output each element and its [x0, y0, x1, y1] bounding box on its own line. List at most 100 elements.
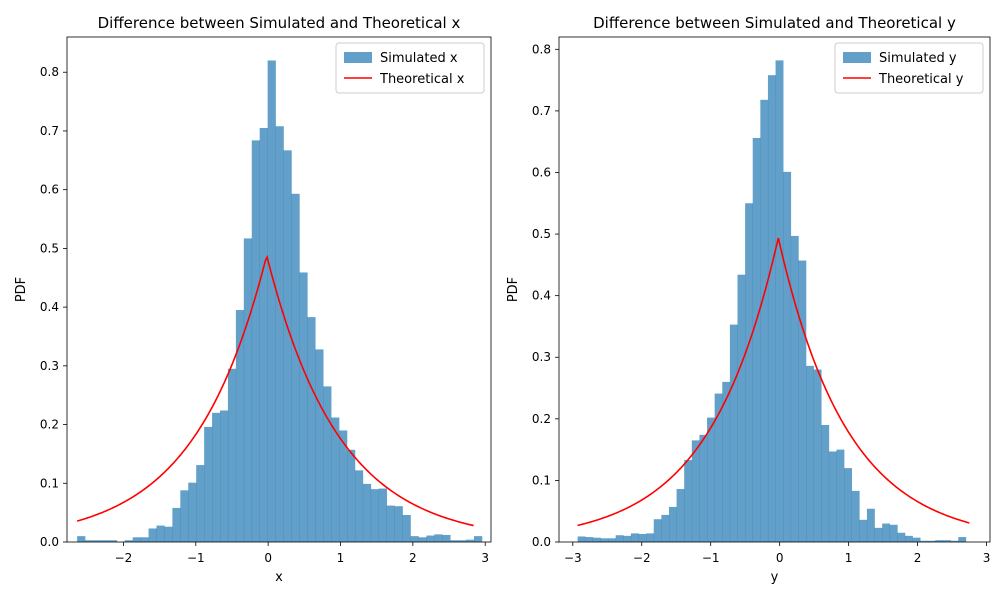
- histogram-bar: [466, 539, 475, 542]
- y-axis-label: PDF: [506, 277, 521, 302]
- subplot-x: −2 −1 0 1 2 3 0.0 0.1 0.2 0.3 0.4 0.5 0.6 0.7 0.8 Diffe…: [14, 14, 492, 585]
- histogram-bar: [958, 537, 967, 542]
- x-tick-label: 0: [776, 551, 784, 565]
- histogram-bar: [283, 150, 292, 542]
- histogram-bar: [866, 508, 875, 542]
- x-tick-label: 1: [337, 551, 345, 565]
- histogram-bar: [386, 505, 395, 542]
- histogram-bar: [798, 260, 807, 542]
- histogram-bar: [943, 540, 951, 542]
- y-tick-label: 0.8: [532, 42, 551, 56]
- histogram-bar: [676, 489, 685, 542]
- y-tick-label: 0.7: [532, 104, 551, 118]
- legend-label-simulated: Simulated x: [380, 51, 458, 66]
- x-tick-label: −1: [702, 551, 720, 565]
- histogram-bar: [806, 365, 814, 542]
- histogram-bar: [140, 537, 149, 542]
- histogram-bar: [172, 507, 181, 542]
- histogram-bar: [418, 537, 427, 542]
- histogram-bar: [402, 514, 411, 542]
- legend-swatch-simulated: [843, 52, 871, 63]
- histogram-bar: [259, 128, 268, 542]
- histogram-bar: [912, 537, 921, 542]
- y-tick-label: 0.8: [40, 65, 59, 79]
- histogram-bar: [950, 540, 959, 542]
- histogram-bar: [362, 483, 372, 542]
- histogram-bar: [204, 426, 213, 542]
- histogram-bar: [600, 538, 609, 542]
- histogram-bar: [927, 540, 936, 542]
- histogram-bar: [164, 526, 173, 542]
- histogram-bar: [243, 238, 253, 542]
- histogram-bar: [426, 535, 435, 542]
- histogram-bar: [212, 412, 221, 542]
- x-tick-label: 2: [914, 551, 922, 565]
- legend-label-theoretical: Theoretical y: [878, 72, 964, 87]
- histogram-bar: [844, 468, 852, 542]
- x-tick-label: 3: [983, 551, 991, 565]
- y-tick-label: 0.3: [532, 350, 551, 364]
- axes-frame: [66, 36, 492, 543]
- histogram-bar: [347, 449, 356, 542]
- histogram-bar: [220, 410, 229, 542]
- y-tick-label: 0.1: [532, 473, 551, 487]
- legend-box: [335, 42, 485, 94]
- histogram-bar: [156, 525, 165, 542]
- histogram-bar: [882, 523, 891, 542]
- y-tick-label: 0.5: [40, 241, 59, 255]
- histogram-bar: [767, 75, 776, 543]
- y-tick-label: 0.2: [40, 418, 59, 432]
- histogram-bar: [339, 430, 348, 542]
- histogram-bar: [691, 440, 700, 542]
- histogram-bar: [714, 393, 723, 542]
- histogram-bar: [378, 488, 387, 542]
- histogram-bar: [410, 536, 419, 542]
- histogram-bar: [442, 534, 451, 542]
- histogram-bar: [722, 381, 731, 542]
- histogram-bar: [874, 527, 883, 542]
- histogram-bar: [646, 533, 655, 542]
- histogram-bar: [370, 489, 380, 542]
- histogram-bar: [813, 369, 822, 542]
- histogram-bar: [77, 536, 86, 542]
- histogram-bar: [307, 317, 316, 542]
- histogram-bar: [615, 535, 624, 542]
- y-tick-label: 0.3: [40, 359, 59, 373]
- histogram-bar: [608, 538, 616, 542]
- x-tick-label: 2: [409, 551, 417, 565]
- histogram-bar: [592, 537, 601, 542]
- x-tick-label: 0: [264, 551, 272, 565]
- histogram-bar: [434, 534, 443, 542]
- chart-title: Difference between Simulated and Theoret…: [98, 14, 461, 32]
- histogram-bar: [653, 519, 662, 542]
- histogram-bar: [315, 349, 324, 542]
- histogram-bar: [760, 99, 769, 542]
- y-tick-label: 0.7: [40, 124, 59, 138]
- legend-swatch-simulated: [344, 52, 372, 63]
- x-tick-label: 3: [481, 551, 489, 565]
- histogram-bar: [821, 424, 830, 542]
- histogram-bar: [783, 171, 792, 542]
- histogram-bar: [291, 193, 300, 542]
- y-tick-label: 0.0: [40, 535, 59, 549]
- legend-label-theoretical: Theoretical x: [379, 72, 465, 87]
- y-axis-label: PDF: [14, 277, 29, 302]
- x-tick-label: 1: [845, 551, 853, 565]
- histogram-bar: [661, 514, 670, 542]
- x-axis-label: x: [275, 570, 283, 585]
- histogram-bar: [474, 536, 483, 542]
- histogram-bar: [235, 310, 245, 542]
- axes-frame: [558, 36, 991, 543]
- histogram-bar: [889, 524, 898, 542]
- x-tick-label: −1: [187, 551, 205, 565]
- histogram-bar: [323, 386, 332, 542]
- histogram-bar: [920, 540, 929, 542]
- histogram-bar: [577, 536, 586, 542]
- histogram-bar: [775, 60, 784, 543]
- histogram-bar: [699, 434, 708, 542]
- histogram-bar: [196, 465, 205, 542]
- histogram-bar: [188, 482, 197, 542]
- legend-label-simulated: Simulated y: [879, 51, 957, 66]
- histogram-bar: [638, 533, 647, 542]
